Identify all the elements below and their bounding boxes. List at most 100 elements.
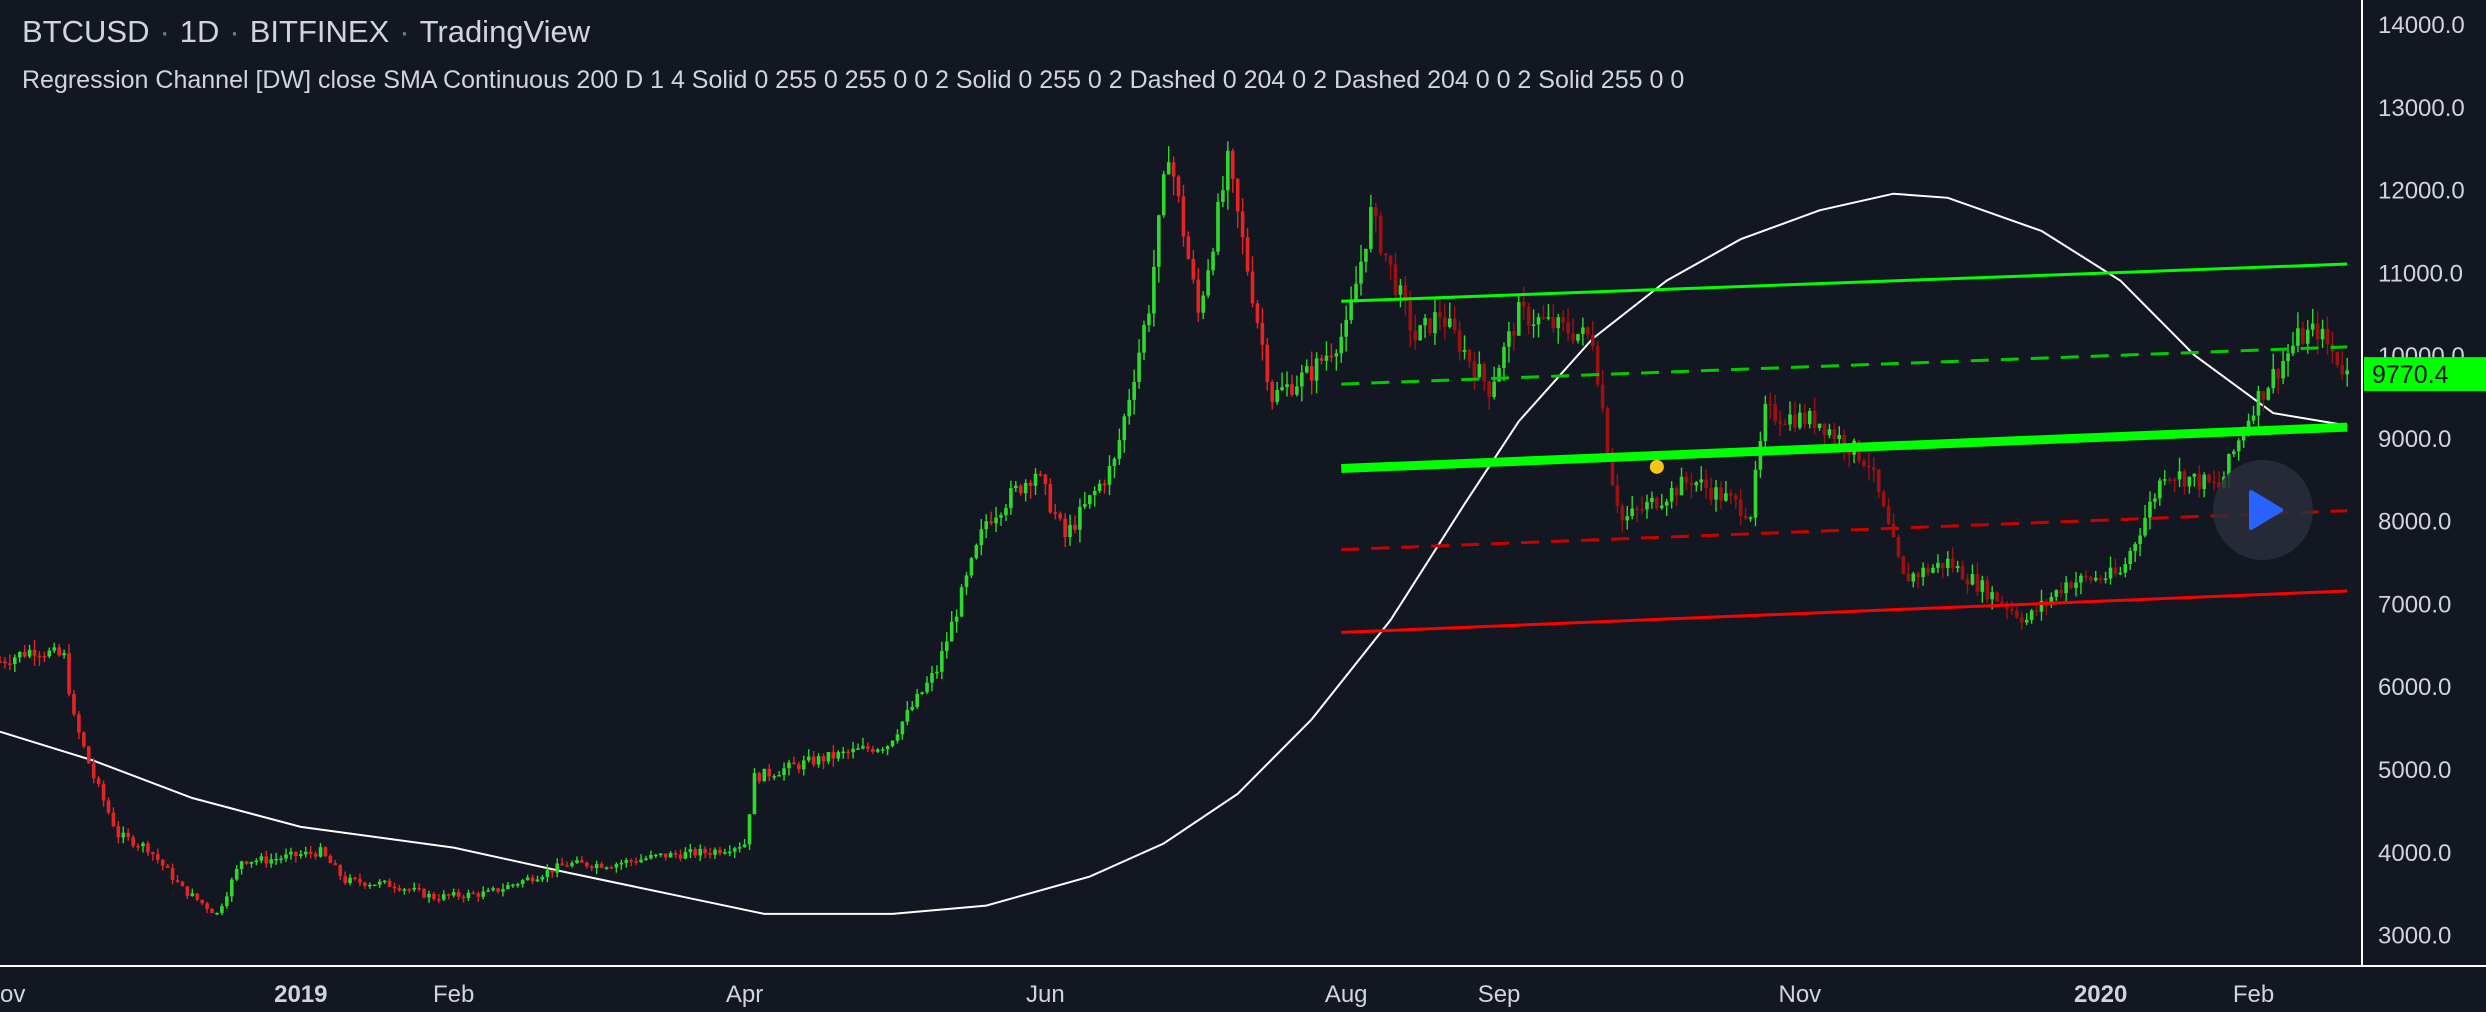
candle	[1196, 267, 1201, 322]
exchange-label: BITFINEX	[249, 14, 390, 49]
candle	[1590, 320, 1595, 351]
candle	[1664, 498, 1669, 516]
candle	[2266, 386, 2271, 401]
time-tick-label: 2020	[2074, 981, 2127, 1008]
candle	[3, 656, 7, 669]
candle	[654, 853, 658, 858]
candle	[1255, 300, 1260, 329]
candle	[52, 642, 57, 653]
candle	[1053, 503, 1058, 520]
candle	[1704, 469, 1708, 499]
candle	[1788, 401, 1792, 431]
candle	[619, 859, 624, 870]
candle	[2088, 575, 2093, 584]
candle	[225, 892, 229, 909]
regression-channel-layer	[1341, 262, 2348, 634]
price-tick-label: 12000.0	[2378, 178, 2465, 205]
candle	[1117, 428, 1122, 465]
candle	[866, 742, 870, 753]
candles-layer	[0, 141, 2350, 916]
candle	[8, 654, 12, 671]
candle	[175, 875, 180, 884]
candle	[1926, 563, 1930, 577]
candle	[239, 860, 244, 875]
interval-label: 1D	[179, 14, 220, 49]
candle	[520, 878, 525, 888]
candle	[2187, 476, 2192, 494]
candle	[1600, 369, 1605, 413]
candle	[925, 676, 929, 695]
candle	[1753, 460, 1758, 527]
candle	[2296, 312, 2300, 353]
price-axis[interactable]: 14000.013000.012000.011000.010000.09000.…	[2378, 12, 2465, 950]
candle	[2256, 385, 2261, 430]
candle	[1122, 413, 1127, 453]
candle	[412, 882, 417, 892]
candle	[254, 858, 259, 866]
candle	[2079, 573, 2083, 595]
candle	[728, 845, 732, 857]
price-tick-label: 6000.0	[2378, 674, 2451, 701]
candle	[210, 907, 214, 914]
candle	[486, 887, 490, 892]
candle	[1724, 480, 1728, 502]
candle	[1457, 320, 1462, 361]
candle	[2059, 582, 2064, 598]
channel-mid-line	[1341, 422, 2348, 474]
candle	[146, 840, 150, 857]
play-icon	[2249, 490, 2283, 530]
candle	[570, 860, 574, 868]
candle	[713, 847, 717, 859]
candle	[585, 861, 589, 869]
candle	[1102, 479, 1107, 494]
candle	[920, 691, 924, 696]
candle	[279, 855, 283, 864]
candle	[1551, 303, 1556, 333]
candle	[1492, 366, 1496, 400]
candle	[1807, 408, 1812, 429]
candle	[2074, 571, 2078, 597]
candle	[106, 797, 111, 815]
candle	[673, 850, 678, 859]
time-tick-label: Nov	[1779, 981, 1822, 1008]
candle	[816, 753, 821, 768]
candle	[397, 884, 402, 892]
candle	[944, 632, 949, 659]
candle	[688, 843, 693, 858]
symbol-title[interactable]: BTCUSD · 1D · BITFINEX · TradingView	[22, 14, 590, 50]
event-dot[interactable]	[1649, 459, 1664, 474]
candle	[2158, 477, 2162, 506]
candle	[801, 755, 806, 776]
price-tick-label: 3000.0	[2378, 923, 2451, 950]
candle	[22, 644, 27, 659]
price-tick-label: 11000.0	[2378, 260, 2463, 287]
candle	[905, 701, 910, 726]
candle	[580, 855, 584, 863]
candle	[2212, 470, 2216, 491]
candle	[575, 856, 579, 864]
candle	[594, 860, 599, 875]
candle	[195, 893, 200, 902]
candle	[2167, 477, 2172, 484]
candle	[205, 901, 209, 914]
candle	[1235, 177, 1240, 229]
candle	[249, 861, 254, 868]
candle	[1447, 302, 1452, 329]
sma-200-layer	[0, 192, 2348, 915]
candle	[72, 689, 76, 717]
candle	[229, 877, 234, 902]
candle	[762, 768, 767, 782]
candle	[289, 847, 293, 860]
candle	[2034, 605, 2039, 617]
candle	[264, 850, 269, 868]
study-legend[interactable]: Regression Channel [DW] close SMA Contin…	[22, 66, 1685, 94]
candle	[1586, 326, 1590, 340]
candle	[2098, 574, 2103, 584]
candle	[1512, 323, 1516, 351]
candle	[1329, 343, 1334, 363]
candle	[624, 857, 629, 868]
replay-play-button[interactable]	[2213, 460, 2313, 560]
time-axis[interactable]: ov 2019 Feb Apr Jun Aug Sep Nov 2020 Feb	[0, 981, 2274, 1008]
brand-label: TradingView	[419, 14, 591, 49]
